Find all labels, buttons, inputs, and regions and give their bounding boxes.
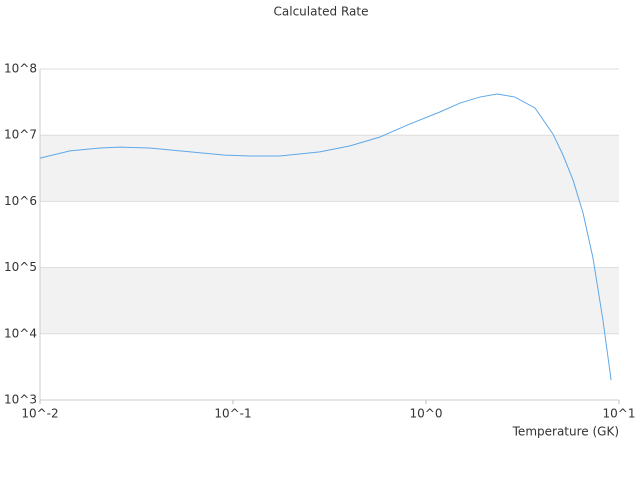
x-tick-label: 10^-1 [214,407,251,421]
data-line [39,93,612,381]
y-tick-label: 10^3 [4,393,37,407]
y-tick-label: 10^6 [4,194,37,208]
x-axis-label: Temperature (GK) [512,425,619,439]
y-tick-label: 10^7 [4,128,37,142]
y-tick-label: 10^8 [4,62,37,76]
y-tick-label: 10^4 [4,326,37,340]
grid-band [40,267,619,334]
chart-title: Calculated Rate [274,5,369,19]
grid-band [40,135,619,202]
x-tick-label: 10^1 [603,407,636,421]
x-tick-label: 10^-2 [21,407,58,421]
y-tick-label: 10^5 [4,260,37,274]
x-tick-label: 10^0 [410,407,443,421]
